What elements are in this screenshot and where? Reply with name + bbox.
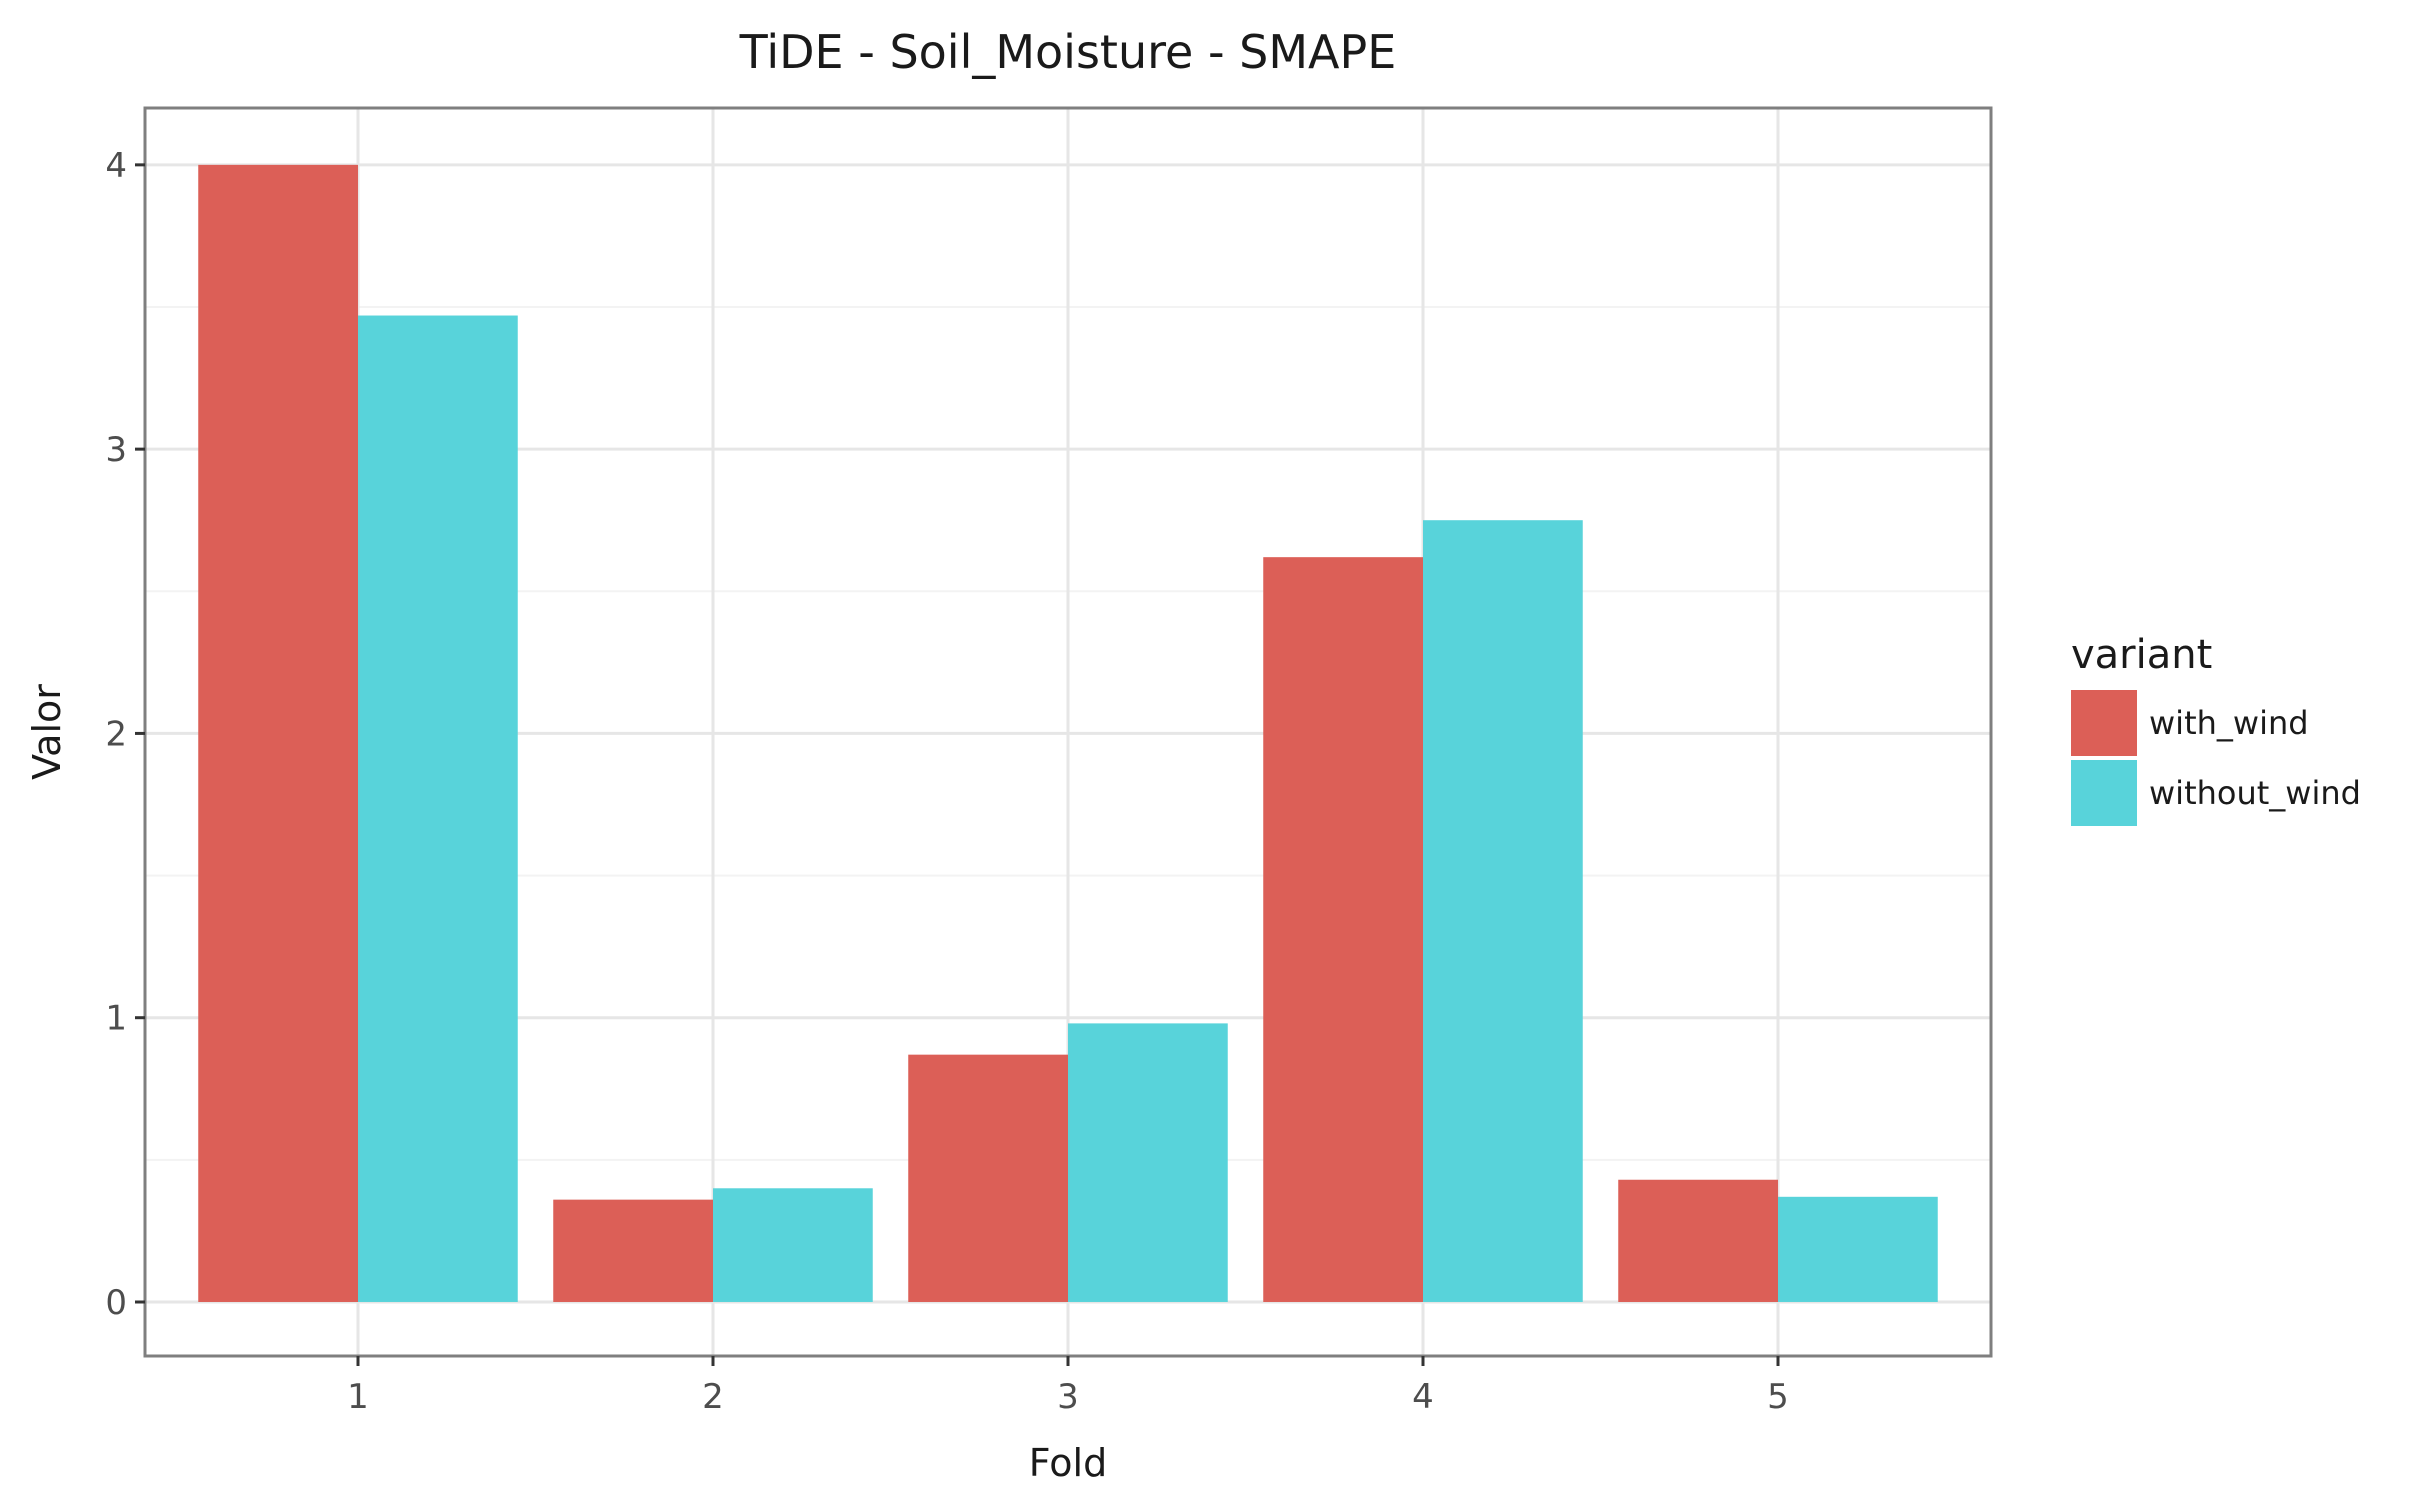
bar-with_wind-fold-3	[908, 1054, 1068, 1302]
bar-with_wind-fold-5	[1618, 1179, 1778, 1302]
x-tick-label: 1	[347, 1377, 369, 1417]
x-tick-label: 5	[1767, 1377, 1789, 1417]
y-axis-title: Valor	[25, 684, 69, 780]
bar-without_wind-fold-2	[713, 1188, 873, 1302]
bars	[198, 164, 1938, 1302]
legend-key-with_wind	[2071, 690, 2137, 756]
y-tick-label: 0	[105, 1283, 127, 1323]
legend-key-without_wind	[2071, 760, 2137, 826]
x-tick-label: 3	[1057, 1377, 1079, 1417]
x-axis: 1 2 3 4 5	[347, 1356, 1789, 1417]
bar-with_wind-fold-4	[1263, 557, 1423, 1302]
y-tick-label: 2	[105, 714, 127, 754]
legend-items: with_wind without_wind	[2071, 690, 2361, 826]
legend: variant with_wind without_wind	[2071, 632, 2361, 826]
legend-title: variant	[2071, 632, 2212, 678]
bar-without_wind-fold-4	[1423, 520, 1583, 1302]
chart-title: TiDE - Soil_Moisture - SMAPE	[739, 25, 1397, 79]
x-tick-label: 4	[1412, 1377, 1434, 1417]
bar-without_wind-fold-3	[1068, 1023, 1228, 1302]
bar-without_wind-fold-1	[358, 315, 518, 1302]
y-axis: 0 1 2 3 4	[105, 146, 145, 1323]
plot-panel	[143, 106, 1993, 1358]
bar-without_wind-fold-5	[1778, 1196, 1938, 1302]
legend-label-without_wind: without_wind	[2149, 774, 2361, 812]
y-tick-label: 3	[105, 430, 127, 470]
bar-with_wind-fold-2	[553, 1199, 713, 1302]
x-axis-title: Fold	[1029, 1441, 1107, 1485]
bar-with_wind-fold-1	[198, 164, 358, 1302]
y-tick-label: 4	[105, 146, 127, 186]
legend-label-with_wind: with_wind	[2149, 704, 2309, 742]
y-tick-label: 1	[105, 999, 127, 1039]
x-tick-label: 2	[702, 1377, 724, 1417]
